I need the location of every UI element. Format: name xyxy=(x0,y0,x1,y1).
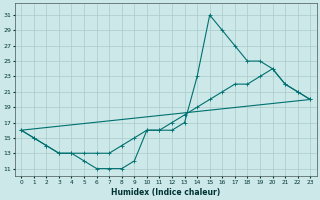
X-axis label: Humidex (Indice chaleur): Humidex (Indice chaleur) xyxy=(111,188,220,197)
